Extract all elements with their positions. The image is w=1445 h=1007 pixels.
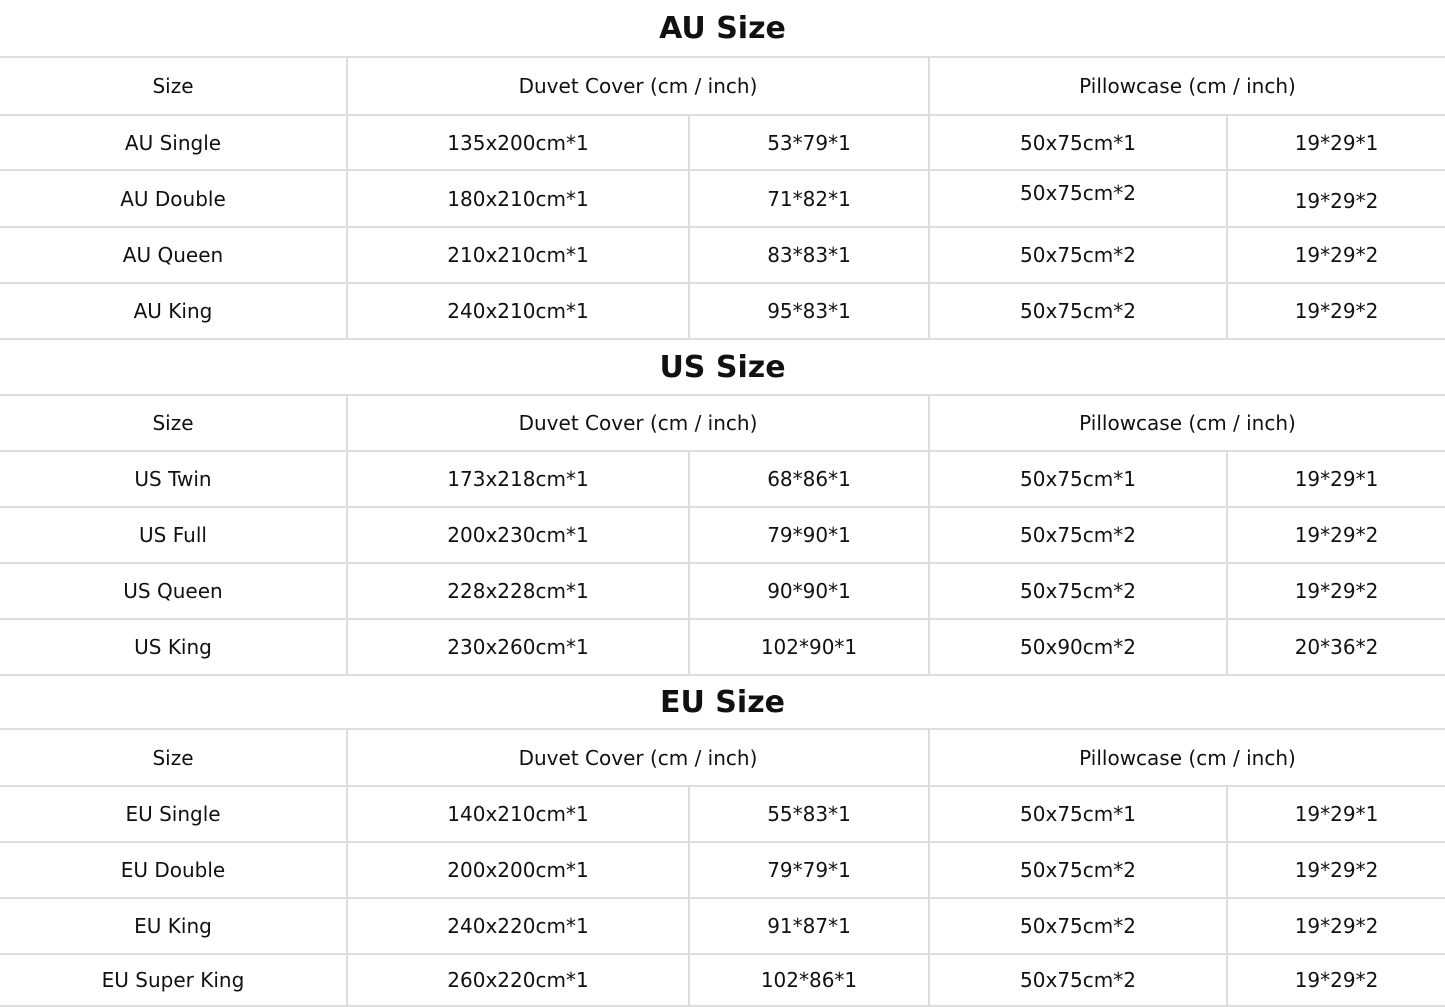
size-name-cell: EU King: [0, 898, 348, 955]
duvet-inch-cell: 79*79*1: [688, 842, 930, 899]
pillowcase-cm-cell: 50x75cm*2: [928, 563, 1228, 620]
pillowcase-inch-cell: 19*29*1: [1225, 115, 1445, 171]
duvet-inch-cell: 53*79*1: [688, 115, 930, 171]
table-row: EU Single 140x210cm*1 55*83*1 50x75cm*1 19*2…: [0, 786, 1445, 843]
table-header-row: Size Duvet Cover (cm / inch) Pillowcase (c…: [0, 730, 1445, 787]
pillowcase-cm-cell: 50x75cm*2: [928, 898, 1228, 955]
section-title: EU Size: [0, 676, 1445, 730]
duvet-inch-cell: 55*83*1: [688, 786, 930, 843]
pillowcase-inch-cell: 19*29*2: [1225, 954, 1445, 1007]
size-table: Size Duvet Cover (cm / inch) Pillowcase (c…: [0, 396, 1445, 676]
duvet-cm-cell: 200x230cm*1: [346, 507, 690, 564]
pillowcase-inch-cell: 19*29*2: [1225, 170, 1445, 228]
pillowcase-cm-cell: 50x75cm*1: [928, 115, 1228, 171]
table-header-row: Size Duvet Cover (cm / inch) Pillowcase (c…: [0, 396, 1445, 452]
size-name-cell: EU Single: [0, 786, 348, 843]
pillowcase-cm-cell: 50x75cm*1: [928, 451, 1228, 508]
section-title: US Size: [0, 340, 1445, 396]
duvet-cm-cell: 180x210cm*1: [346, 170, 690, 228]
duvet-inch-cell: 102*90*1: [688, 619, 930, 676]
duvet-cm-cell: 135x200cm*1: [346, 115, 690, 171]
duvet-cm-cell: 140x210cm*1: [346, 786, 690, 843]
duvet-inch-cell: 79*90*1: [688, 507, 930, 564]
column-header-duvet: Duvet Cover (cm / inch): [346, 58, 930, 116]
size-name-cell: US Full: [0, 507, 348, 564]
table-row: EU Double 200x200cm*1 79*79*1 50x75cm*2 19*2…: [0, 842, 1445, 899]
table-row: AU Queen 210x210cm*1 83*83*1 50x75cm*2 19*29…: [0, 227, 1445, 284]
pillowcase-cm-cell: 50x75cm*2: [928, 507, 1228, 564]
pillowcase-inch-cell: 20*36*2: [1225, 619, 1445, 676]
pillowcase-cm-cell: 50x75cm*2: [928, 954, 1228, 1007]
pillowcase-inch-cell: 19*29*2: [1225, 842, 1445, 899]
size-name-cell: AU Single: [0, 115, 348, 171]
table-row: AU Single 135x200cm*1 53*79*1 50x75cm*1 19*2…: [0, 115, 1445, 171]
pillowcase-inch-cell: 19*29*2: [1225, 563, 1445, 620]
duvet-cm-cell: 260x220cm*1: [346, 954, 690, 1007]
duvet-inch-cell: 83*83*1: [688, 227, 930, 284]
duvet-cm-cell: 200x200cm*1: [346, 842, 690, 899]
duvet-inch-cell: 102*86*1: [688, 954, 930, 1007]
size-name-cell: US Queen: [0, 563, 348, 620]
column-header-pillow: Pillowcase (cm / inch): [927, 396, 1445, 452]
table-row: EU Super King 260x220cm*1 102*86*1 50x75cm*…: [0, 954, 1445, 1007]
pillowcase-cm-cell: 50x75cm*1: [928, 786, 1228, 843]
column-header-size: Size: [0, 396, 348, 452]
duvet-cm-cell: 210x210cm*1: [346, 227, 690, 284]
duvet-inch-cell: 95*83*1: [688, 283, 930, 340]
size-table: Size Duvet Cover (cm / inch) Pillowcase (c…: [0, 58, 1445, 340]
duvet-cm-cell: 173x218cm*1: [346, 451, 690, 508]
pillowcase-inch-cell: 19*29*1: [1225, 786, 1445, 843]
table-row: EU King 240x220cm*1 91*87*1 50x75cm*2 19*29*…: [0, 898, 1445, 955]
table-row: US Full 200x230cm*1 79*90*1 50x75cm*2 19*29*…: [0, 507, 1445, 564]
duvet-cm-cell: 230x260cm*1: [346, 619, 690, 676]
table-row: US King 230x260cm*1 102*90*1 50x90cm*2 20*36…: [0, 619, 1445, 676]
column-header-pillow: Pillowcase (cm / inch): [927, 58, 1445, 116]
pillowcase-cm-cell: 50x90cm*2: [928, 619, 1228, 676]
pillowcase-cm-cell: 50x75cm*2: [928, 283, 1228, 340]
duvet-cm-cell: 228x228cm*1: [346, 563, 690, 620]
pillowcase-inch-cell: 19*29*1: [1225, 451, 1445, 508]
column-header-pillow: Pillowcase (cm / inch): [927, 730, 1445, 787]
table-header-row: Size Duvet Cover (cm / inch) Pillowcase (c…: [0, 58, 1445, 116]
duvet-cm-cell: 240x220cm*1: [346, 898, 690, 955]
size-table: Size Duvet Cover (cm / inch) Pillowcase (c…: [0, 730, 1445, 1007]
pillowcase-inch-cell: 19*29*2: [1225, 227, 1445, 284]
duvet-cm-cell: 240x210cm*1: [346, 283, 690, 340]
section-title: AU Size: [0, 0, 1445, 58]
size-name-cell: US King: [0, 619, 348, 676]
column-header-size: Size: [0, 730, 348, 787]
table-row: AU King 240x210cm*1 95*83*1 50x75cm*2 19*29*…: [0, 283, 1445, 340]
duvet-inch-cell: 71*82*1: [688, 170, 930, 228]
size-name-cell: EU Super King: [0, 954, 348, 1007]
duvet-inch-cell: 91*87*1: [688, 898, 930, 955]
table-row: US Queen 228x228cm*1 90*90*1 50x75cm*2 19*29…: [0, 563, 1445, 620]
pillowcase-inch-cell: 19*29*2: [1225, 507, 1445, 564]
size-name-cell: AU Queen: [0, 227, 348, 284]
duvet-inch-cell: 90*90*1: [688, 563, 930, 620]
size-name-cell: AU Double: [0, 170, 348, 228]
column-header-duvet: Duvet Cover (cm / inch): [346, 396, 930, 452]
pillowcase-inch-cell: 19*29*2: [1225, 898, 1445, 955]
table-row: US Twin 173x218cm*1 68*86*1 50x75cm*1 19*29*…: [0, 451, 1445, 508]
duvet-inch-cell: 68*86*1: [688, 451, 930, 508]
size-name-cell: AU King: [0, 283, 348, 340]
column-header-size: Size: [0, 58, 348, 116]
column-header-duvet: Duvet Cover (cm / inch): [346, 730, 930, 787]
table-row: AU Double 180x210cm*1 71*82*1 50x75cm*2 19*2…: [0, 170, 1445, 228]
size-name-cell: EU Double: [0, 842, 348, 899]
pillowcase-cm-cell: 50x75cm*2: [928, 227, 1228, 284]
pillowcase-cm-cell: 50x75cm*2: [928, 842, 1228, 899]
size-name-cell: US Twin: [0, 451, 348, 508]
pillowcase-inch-cell: 19*29*2: [1225, 283, 1445, 340]
pillowcase-cm-cell: 50x75cm*2: [928, 170, 1228, 228]
